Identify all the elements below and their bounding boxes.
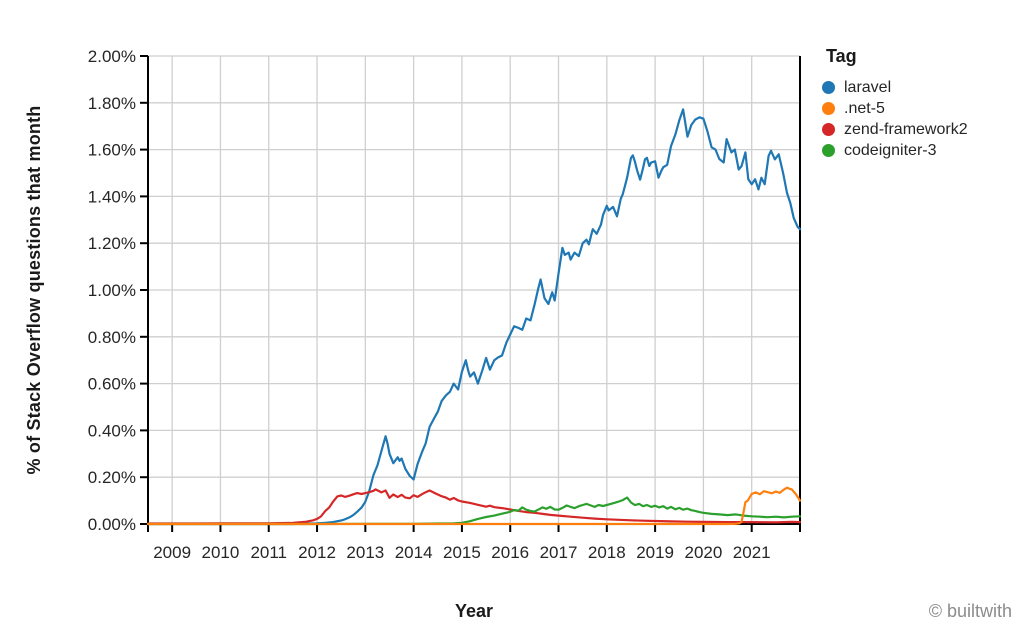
x-tick-label: 2020 [684, 543, 722, 562]
legend-item-laravel: laravel [822, 77, 968, 98]
x-tick-label: 2021 [733, 543, 771, 562]
x-tick-label: 2017 [540, 543, 578, 562]
y-tick-label: 0.40% [88, 421, 136, 440]
y-tick-label: 1.80% [88, 94, 136, 113]
series-line-codeigniter-3 [146, 496, 802, 526]
x-axis-title: Year [454, 601, 494, 621]
legend-item-label: zend-framework2 [844, 120, 968, 138]
y-tick-label: 1.60% [88, 141, 136, 160]
series-line-laravel [146, 108, 802, 526]
legend-item-label: .net-5 [844, 99, 885, 117]
x-tick-label: 2016 [491, 543, 529, 562]
legend-item-codeigniter-3: codeigniter-3 [822, 140, 968, 161]
x-tick-label: 2010 [202, 543, 240, 562]
x-tick-label: 2013 [346, 543, 384, 562]
legend-dot-icon [822, 102, 835, 115]
y-tick-label: 1.20% [88, 234, 136, 253]
y-axis-title: % of Stack Overflow questions that month [24, 105, 44, 475]
x-tick-label: 2015 [443, 543, 481, 562]
x-tick-label: 2009 [153, 543, 191, 562]
y-tick-label: 0.20% [88, 468, 136, 487]
legend-item-label: laravel [844, 78, 892, 96]
x-tick-label: 2012 [298, 543, 336, 562]
y-tick-label: 2.00% [88, 47, 136, 66]
legend-items: laravel .net-5 zend-framework2 codeigniter-… [822, 77, 968, 161]
legend-dot-icon [822, 144, 835, 157]
legend-item-zend-framework2: zend-framework2 [822, 119, 968, 140]
y-tick-label: 0.60% [88, 375, 136, 394]
x-tick-label: 2019 [636, 543, 674, 562]
x-tick-label: 2018 [588, 543, 626, 562]
legend-item-label: codeigniter-3 [844, 141, 937, 159]
legend-dot-icon [822, 123, 835, 136]
legend-dot-icon [822, 81, 835, 94]
y-tick-label: 0.80% [88, 328, 136, 347]
x-tick-label: 2011 [250, 543, 287, 562]
series-line-.net-5 [146, 486, 802, 526]
y-tick-label: 1.00% [88, 281, 136, 300]
legend: Tag laravel .net-5 zend-framework2 codeigni… [822, 46, 968, 161]
series-line-zend-framework2 [146, 488, 802, 525]
y-tick-label: 0.00% [88, 515, 136, 534]
builtwith-watermark: © builtwith [928, 601, 1012, 621]
x-tick-label: 2014 [395, 543, 433, 562]
legend-item-.net-5: .net-5 [822, 98, 968, 119]
legend-title: Tag [826, 46, 857, 66]
y-tick-label: 1.40% [88, 187, 136, 206]
